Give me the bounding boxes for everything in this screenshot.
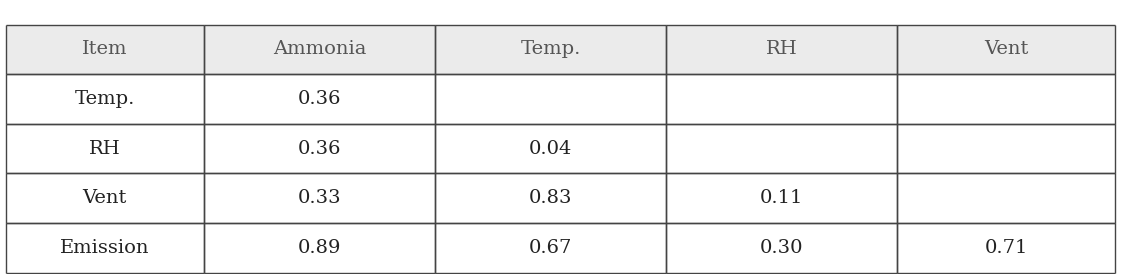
Bar [897, 223, 1115, 273]
Bar [6, 25, 204, 74]
Text: 0.89: 0.89 [298, 239, 341, 257]
Bar [6, 124, 204, 173]
Bar [666, 223, 897, 273]
Bar [666, 74, 897, 124]
Text: Emission: Emission [61, 239, 149, 257]
Bar [204, 173, 435, 223]
Text: RH: RH [89, 140, 121, 158]
Bar [666, 25, 897, 74]
Text: 0.11: 0.11 [760, 189, 803, 207]
Bar [6, 173, 204, 223]
Bar [204, 74, 435, 124]
Bar [435, 173, 666, 223]
Bar [435, 223, 666, 273]
Text: 0.83: 0.83 [529, 189, 572, 207]
Bar [666, 124, 897, 173]
Bar [435, 124, 666, 173]
Text: Ammonia: Ammonia [272, 41, 367, 58]
Text: Temp.: Temp. [520, 41, 581, 58]
Bar [897, 124, 1115, 173]
Text: 0.30: 0.30 [760, 239, 803, 257]
Bar [204, 223, 435, 273]
Bar [435, 74, 666, 124]
Text: 0.04: 0.04 [529, 140, 572, 158]
Text: 0.36: 0.36 [298, 90, 341, 108]
Text: RH: RH [766, 41, 797, 58]
Text: 0.33: 0.33 [298, 189, 342, 207]
Text: 0.67: 0.67 [529, 239, 572, 257]
Bar [204, 25, 435, 74]
Bar [6, 223, 204, 273]
Text: 0.36: 0.36 [298, 140, 341, 158]
Text: Vent: Vent [83, 189, 127, 207]
Bar [897, 173, 1115, 223]
Bar [666, 173, 897, 223]
Text: Temp.: Temp. [75, 90, 135, 108]
Text: Item: Item [82, 41, 128, 58]
Bar [204, 124, 435, 173]
Bar [897, 74, 1115, 124]
Bar [435, 25, 666, 74]
Bar [897, 25, 1115, 74]
Text: Vent: Vent [984, 41, 1028, 58]
Bar [6, 74, 204, 124]
Text: 0.71: 0.71 [984, 239, 1028, 257]
